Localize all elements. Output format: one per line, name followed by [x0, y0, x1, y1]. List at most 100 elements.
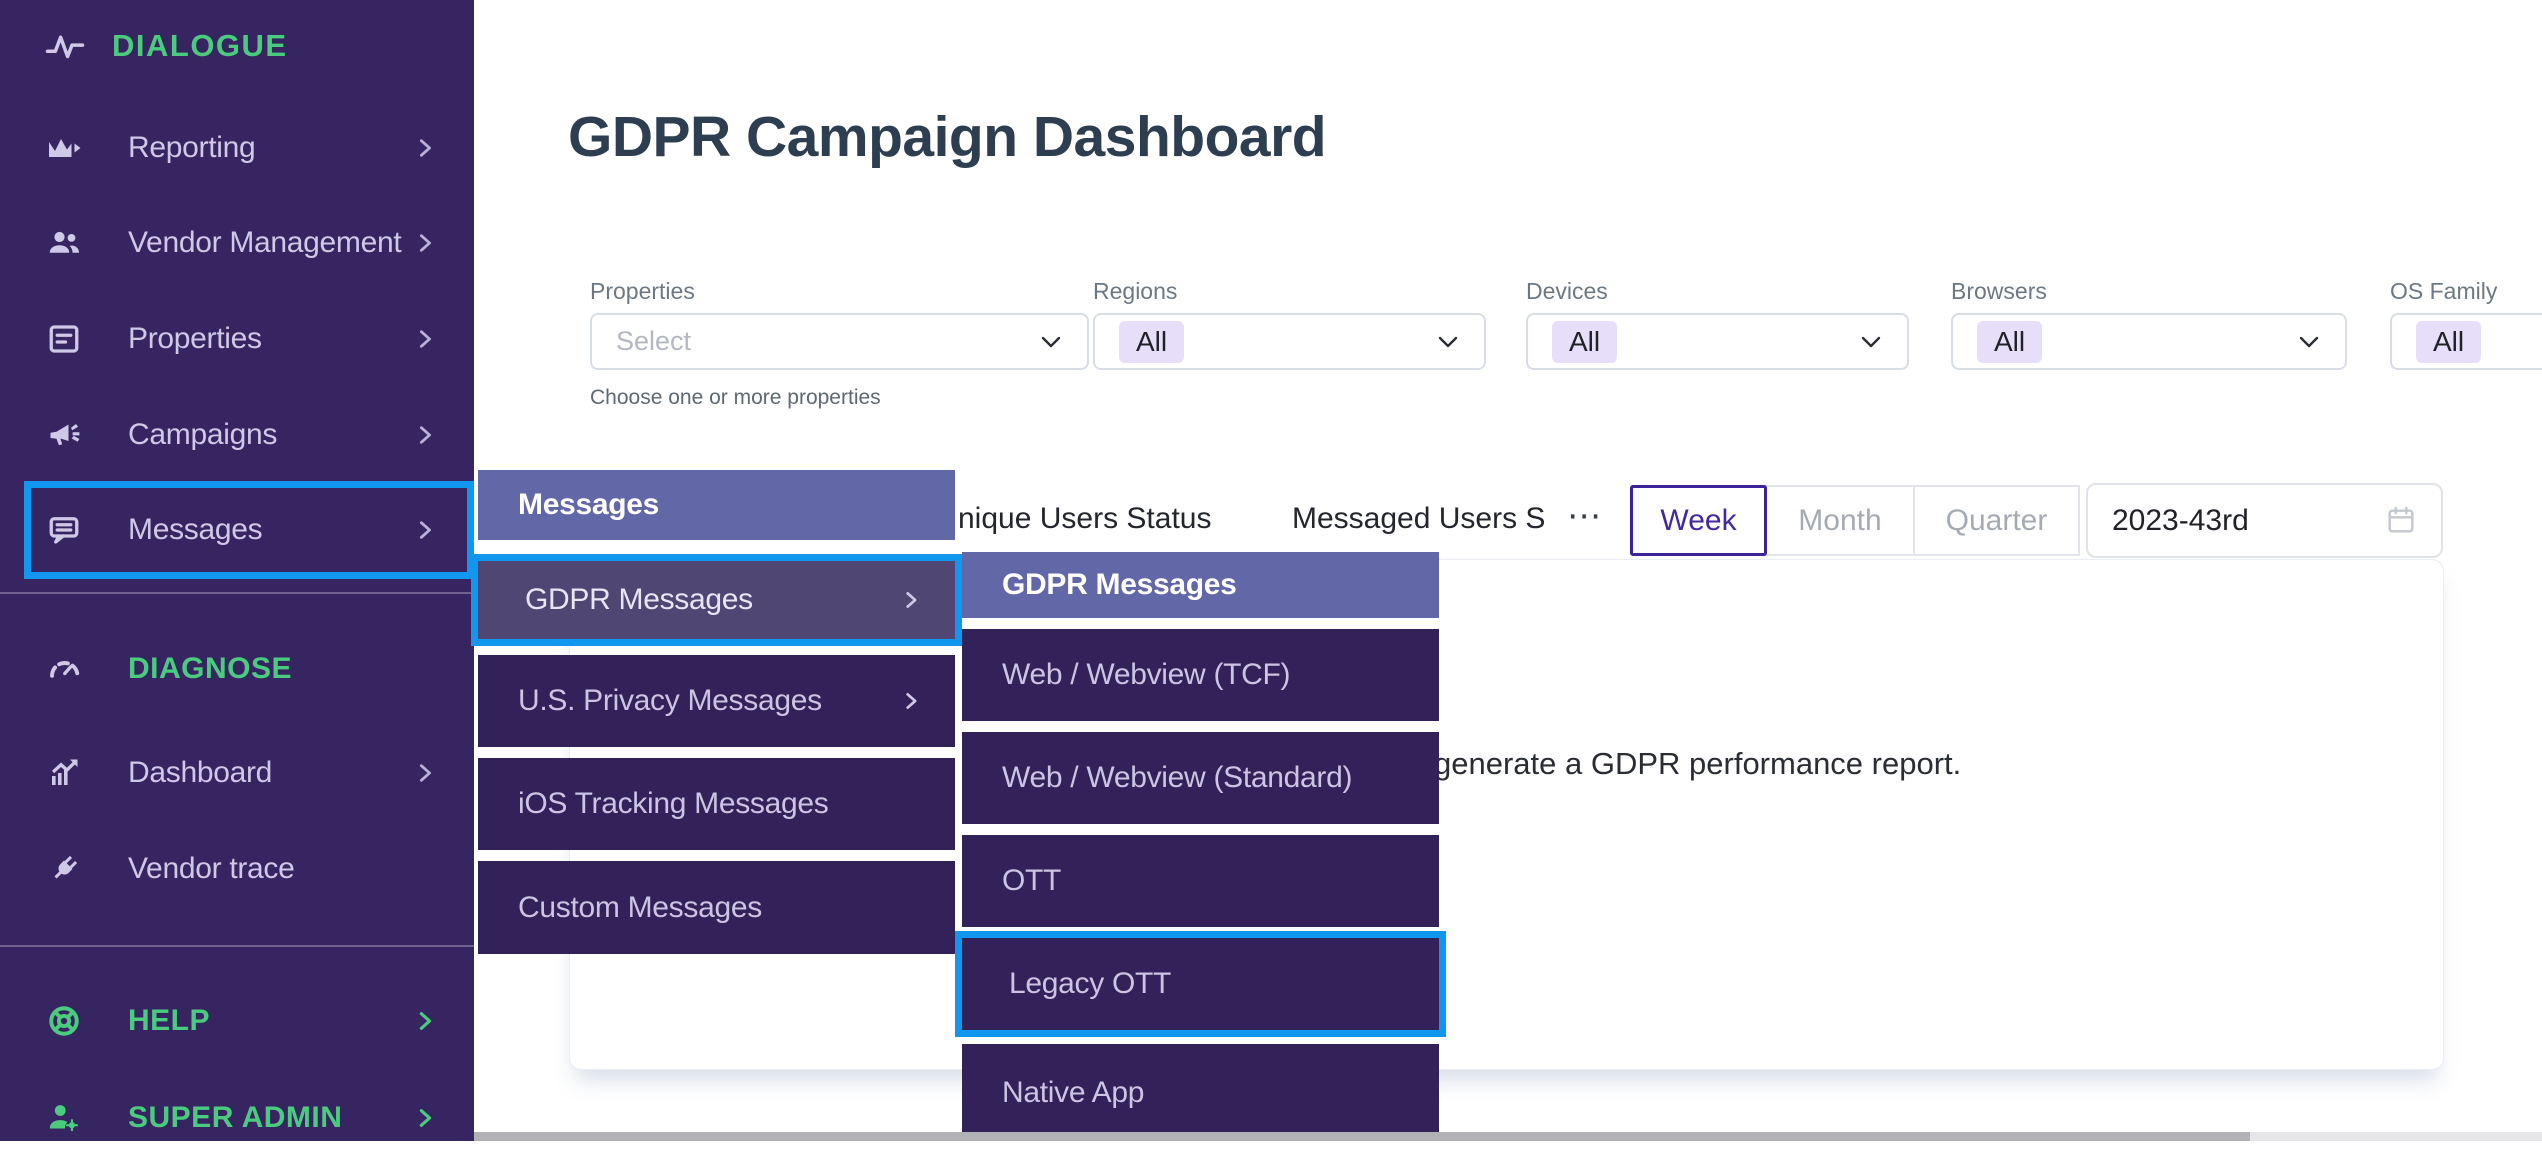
- sidebar-item-campaigns[interactable]: Campaigns: [0, 388, 474, 482]
- app-logo: DIALOGUE: [0, 14, 474, 78]
- admin-person-gear-icon: [46, 1100, 82, 1136]
- page-title: GDPR Campaign Dashboard: [568, 105, 1327, 169]
- section-label: HELP: [128, 1004, 211, 1037]
- date-picker[interactable]: 2023-43rd: [2086, 483, 2443, 558]
- flyout-item-label: Native App: [1002, 1075, 1145, 1109]
- sidebar-item-label: Dashboard: [128, 756, 273, 789]
- month-button[interactable]: Month: [1765, 485, 1915, 556]
- week-button[interactable]: Week: [1630, 485, 1767, 556]
- flyout-item-web-webview-standard[interactable]: Web / Webview (Standard): [962, 732, 1439, 824]
- flyout-item-ios-tracking-messages[interactable]: iOS Tracking Messages: [478, 758, 955, 850]
- chevron-right-icon: [414, 424, 436, 446]
- flyout-item-gdpr-messages[interactable]: GDPR Messages: [471, 554, 962, 646]
- chevron-down-icon: [1039, 334, 1063, 350]
- browsers-select[interactable]: All: [1951, 313, 2347, 370]
- flyout-item-native-app[interactable]: Native App: [962, 1044, 1439, 1141]
- lifebuoy-icon: [46, 1003, 82, 1039]
- sidebar-item-label: Vendor Management: [128, 226, 402, 259]
- chevron-down-icon: [2297, 334, 2321, 350]
- tab-messaged-users-status[interactable]: Messaged Users St: [1292, 502, 1545, 535]
- megaphone-icon: [46, 417, 82, 453]
- flyout-item-label: Web / Webview (TCF): [1002, 658, 1291, 691]
- properties-select[interactable]: Select: [590, 313, 1089, 370]
- calendar-icon: [2385, 504, 2417, 538]
- properties-helper-text: Choose one or more properties: [590, 386, 881, 409]
- filter-label-properties: Properties: [590, 278, 695, 304]
- os-family-value-badge: All: [2416, 320, 2482, 363]
- flyout-item-custom-messages[interactable]: Custom Messages: [478, 861, 955, 954]
- chevron-right-icon: [414, 519, 436, 541]
- people-icon: [46, 225, 82, 261]
- flyout-gdpr-messages-header: GDPR Messages: [962, 552, 1439, 618]
- report-placeholder-text: generate a GDPR performance report.: [1434, 746, 1962, 781]
- sidebar-item-messages[interactable]: Messages: [0, 483, 474, 577]
- area-chart-icon: [46, 130, 82, 166]
- sidebar-item-properties[interactable]: Properties: [0, 292, 474, 386]
- sidebar-divider: [0, 592, 474, 594]
- horizontal-scrollbar-thumb[interactable]: [474, 1132, 2250, 1141]
- section-label: SUPER ADMIN: [128, 1101, 343, 1134]
- filter-label-devices: Devices: [1526, 278, 1608, 304]
- sidebar-item-label: Campaigns: [128, 418, 278, 451]
- more-tabs-button[interactable]: ⋯: [1567, 497, 1603, 535]
- sidebar-item-vendor-management[interactable]: Vendor Management: [0, 196, 474, 290]
- sidebar-divider: [0, 945, 474, 947]
- regions-value-badge: All: [1119, 320, 1185, 363]
- chevron-down-icon: [1859, 334, 1883, 350]
- filter-label-os-family: OS Family: [2390, 278, 2498, 304]
- flyout-messages-header: Messages: [478, 470, 955, 540]
- chevron-right-icon: [414, 1010, 436, 1032]
- flyout-item-web-webview-tcf[interactable]: Web / Webview (TCF): [962, 629, 1439, 721]
- quarter-button[interactable]: Quarter: [1913, 485, 2080, 556]
- trending-chart-icon: [46, 755, 82, 791]
- sidebar-item-label: Reporting: [128, 131, 256, 164]
- devices-value-badge: All: [1552, 320, 1618, 363]
- chevron-right-icon: [414, 137, 436, 159]
- sidebar: DIALOGUE Reporting Vendor Management Pro…: [0, 0, 474, 1141]
- flyout-item-label: iOS Tracking Messages: [518, 787, 829, 820]
- chevron-right-icon: [414, 328, 436, 350]
- chevron-right-icon: [901, 590, 921, 610]
- sidebar-item-vendor-trace[interactable]: Vendor trace: [0, 822, 474, 916]
- flyout-item-ott[interactable]: OTT: [962, 835, 1439, 927]
- period-segmented-control: Week Month Quarter: [1630, 485, 2080, 556]
- flyout-item-label: GDPR Messages: [525, 583, 753, 616]
- sidebar-item-label: Properties: [128, 322, 262, 355]
- flyout-item-label: Custom Messages: [518, 890, 762, 924]
- chevron-down-icon: [1436, 334, 1460, 350]
- flyout-item-label: U.S. Privacy Messages: [518, 684, 822, 717]
- gauge-icon: [46, 651, 82, 687]
- app-title: DIALOGUE: [112, 28, 288, 63]
- os-family-select[interactable]: All: [2390, 313, 2542, 370]
- devices-select[interactable]: All: [1526, 313, 1909, 370]
- date-value: 2023-43rd: [2112, 503, 2249, 537]
- flyout-item-us-privacy-messages[interactable]: U.S. Privacy Messages: [478, 655, 955, 747]
- chevron-right-icon: [414, 1107, 436, 1129]
- flyout-item-label: OTT: [1002, 864, 1062, 897]
- sidebar-item-reporting[interactable]: Reporting: [0, 101, 474, 195]
- sidebar-item-dashboard[interactable]: Dashboard: [0, 726, 474, 820]
- section-label: DIAGNOSE: [128, 652, 293, 685]
- pulse-logo-icon: [44, 25, 86, 67]
- properties-placeholder: Select: [616, 326, 692, 356]
- plug-icon: [46, 851, 82, 887]
- flyout-item-label: Legacy OTT: [1009, 967, 1172, 1000]
- sidebar-item-help[interactable]: HELP: [0, 974, 474, 1068]
- filter-label-regions: Regions: [1093, 278, 1178, 304]
- regions-select[interactable]: All: [1093, 313, 1486, 370]
- article-icon: [46, 321, 82, 357]
- chat-bubble-icon: [46, 512, 82, 548]
- sidebar-item-label: Vendor trace: [128, 852, 295, 885]
- sidebar-item-label: Messages: [128, 513, 263, 546]
- chevron-right-icon: [414, 762, 436, 784]
- chevron-right-icon: [414, 232, 436, 254]
- sidebar-item-super-admin[interactable]: SUPER ADMIN: [0, 1071, 474, 1165]
- flyout-item-label: Web / Webview (Standard): [1002, 761, 1353, 794]
- flyout-item-legacy-ott[interactable]: Legacy OTT: [955, 931, 1446, 1037]
- horizontal-scrollbar[interactable]: [474, 1132, 2542, 1141]
- browsers-value-badge: All: [1977, 320, 2043, 363]
- sidebar-section-diagnose: DIAGNOSE: [0, 622, 474, 716]
- chevron-right-icon: [901, 691, 921, 711]
- tab-unique-users-status[interactable]: nique Users Status: [958, 502, 1212, 535]
- filter-label-browsers: Browsers: [1951, 278, 2047, 304]
